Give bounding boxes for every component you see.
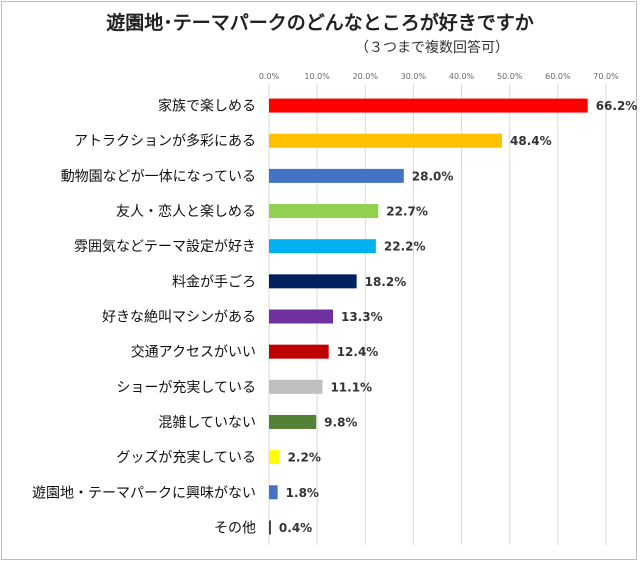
category-label: 交通アクセスがいい [131,344,256,361]
bar [269,168,404,183]
bars [269,98,588,535]
chart-title: 遊園地･テーマパークのどんなところが好きですか [106,12,534,34]
category-label: 料金が手ごろ [172,274,256,290]
x-tick-label: 10.0% [304,72,330,81]
category-label: 友人・恋人と楽しめる [116,203,256,220]
value-label: 66.2% [596,99,638,113]
bar [269,379,323,394]
value-label: 0.4% [279,521,312,535]
category-label: ショーが充実している [116,380,256,396]
category-label: グッズが充実している [116,450,256,466]
category-label: アトラクションが多彩にある [74,133,256,150]
bar [269,414,317,429]
bar [269,133,503,148]
x-tick-label: 50.0% [497,72,523,81]
bar [269,520,271,535]
value-label: 22.7% [386,205,428,219]
value-label: 12.4% [337,345,379,359]
value-label: 48.4% [510,134,552,148]
bar [269,344,329,359]
category-label: 遊園地・テーマパークに興味がない [32,485,256,501]
chart-subtitle: （３つまで複数回答可） [355,40,509,56]
value-labels: 66.2% 48.4% 28.0% 22.7% 22.2% 18.2% 13.3% 12.4%… [279,99,637,535]
category-labels: 家族で楽しめるアトラクションが多彩にある動物園などが一体になっている友人・恋人と… [32,98,256,537]
bar [269,309,334,324]
x-tick-label: 0.0% [259,72,280,81]
value-label: 9.8% [324,415,357,429]
x-tick-label: 20.0% [353,72,379,81]
value-label: 18.2% [365,275,407,289]
bar [269,204,379,219]
category-label: 家族で楽しめる [158,98,256,115]
category-label: 混雑していない [158,415,256,431]
value-label: 2.2% [288,451,321,465]
value-label: 22.2% [384,240,426,254]
value-label: 1.8% [286,486,319,500]
x-tick-label: 40.0% [449,72,475,81]
bar [269,239,376,254]
value-label: 11.1% [330,380,372,394]
bar [269,485,278,500]
category-label: 雰囲気などテーマ設定が好き [74,239,256,255]
bar [269,274,357,289]
x-axis-ticks: 0.0% 10.0% 20.0% 30.0% 40.0% 50.0% 60.0% 70.0% [259,72,619,81]
category-label: 好きな絶叫マシンがある [102,310,256,326]
bar [269,450,280,465]
x-tick-label: 70.0% [593,72,619,81]
category-label: 動物園などが一体になっている [61,169,256,185]
x-tick-label: 30.0% [401,72,427,81]
category-label: その他 [214,520,256,536]
value-label: 13.3% [341,310,383,324]
bar [269,98,588,113]
x-tick-label: 60.0% [545,72,571,81]
value-label: 28.0% [412,169,454,183]
